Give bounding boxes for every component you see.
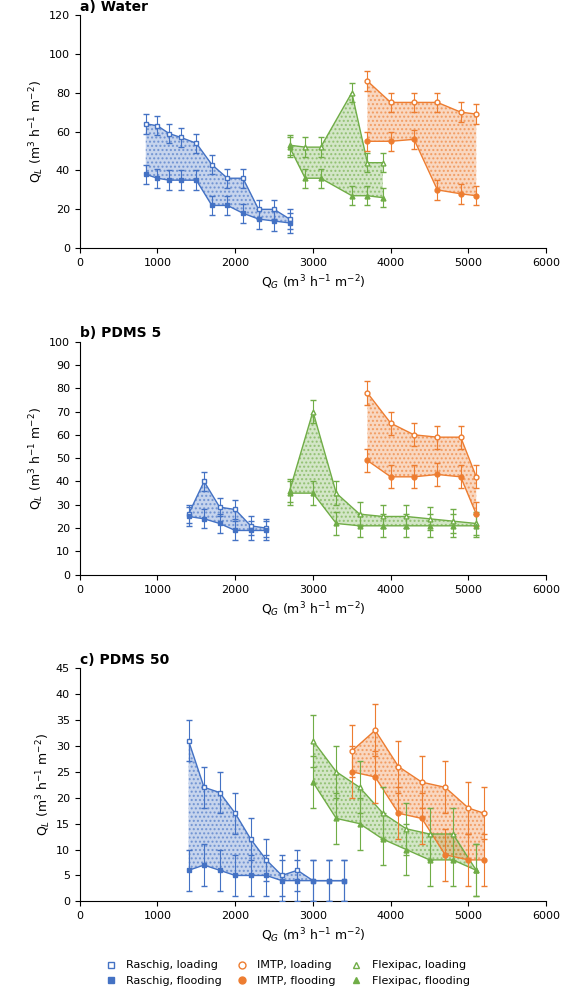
Text: a) Water: a) Water (80, 0, 148, 14)
Polygon shape (368, 392, 476, 514)
Text: b) PDMS 5: b) PDMS 5 (80, 327, 161, 341)
Polygon shape (188, 481, 266, 531)
Y-axis label: Q$_L$ (m$^3$ h$^{-1}$ m$^{-2}$): Q$_L$ (m$^3$ h$^{-1}$ m$^{-2}$) (34, 733, 53, 837)
Polygon shape (313, 741, 476, 871)
Polygon shape (290, 411, 476, 526)
Legend: Raschig, loading, Raschig, flooding, IMTP, loading, IMTP, flooding, Flexipac, lo: Raschig, loading, Raschig, flooding, IMT… (95, 956, 474, 990)
Polygon shape (188, 741, 344, 880)
Y-axis label: Q$_L$ (m$^3$ h$^{-1}$ m$^{-2}$): Q$_L$ (m$^3$ h$^{-1}$ m$^{-2}$) (27, 406, 46, 510)
Polygon shape (368, 81, 476, 196)
Polygon shape (352, 730, 484, 860)
Polygon shape (146, 124, 290, 223)
X-axis label: Q$_G$ (m$^3$ h$^{-1}$ m$^{-2}$): Q$_G$ (m$^3$ h$^{-1}$ m$^{-2}$) (261, 600, 365, 619)
X-axis label: Q$_G$ (m$^3$ h$^{-1}$ m$^{-2}$): Q$_G$ (m$^3$ h$^{-1}$ m$^{-2}$) (261, 926, 365, 945)
Text: c) PDMS 50: c) PDMS 50 (80, 653, 169, 667)
Polygon shape (290, 93, 383, 197)
Y-axis label: Q$_L$ (m$^3$ h$^{-1}$ m$^{-2}$): Q$_L$ (m$^3$ h$^{-1}$ m$^{-2}$) (27, 80, 46, 183)
X-axis label: Q$_G$ (m$^3$ h$^{-1}$ m$^{-2}$): Q$_G$ (m$^3$ h$^{-1}$ m$^{-2}$) (261, 274, 365, 292)
